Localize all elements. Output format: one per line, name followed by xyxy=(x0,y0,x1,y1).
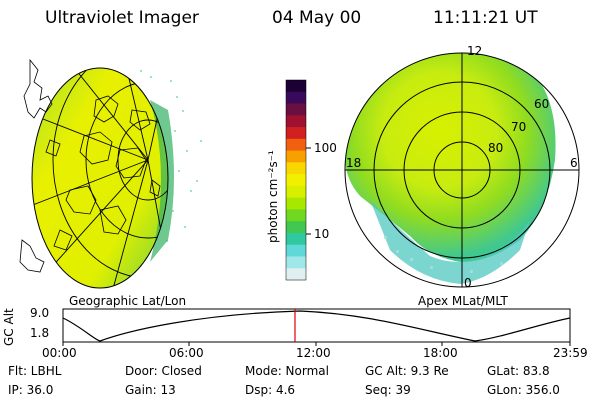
colorbar xyxy=(285,79,311,281)
geographic-map xyxy=(19,58,202,289)
mlt-label-6: 6 xyxy=(570,156,578,170)
info-flt: Flt: LBHL xyxy=(8,364,62,378)
colorbar-cell xyxy=(286,127,306,140)
altitude-xtick-2359: 23:59 xyxy=(553,346,588,360)
altitude-plot xyxy=(62,308,571,346)
colorbar-cell xyxy=(286,162,306,175)
coastlines xyxy=(19,58,161,273)
colorbar-cell xyxy=(286,115,306,128)
colorbar-cell xyxy=(286,268,306,281)
colorbar-cell xyxy=(286,209,306,222)
mlt-label-0: 0 xyxy=(464,276,472,290)
colorbar-cell xyxy=(286,244,306,257)
info-ip: IP: 36.0 xyxy=(8,383,54,397)
mlt-label-18: 18 xyxy=(346,156,362,170)
mlat-label-80: 80 xyxy=(488,141,504,155)
altitude-xtick-0600: 06:00 xyxy=(169,346,204,360)
colorbar-unit-label: photon cm⁻²s⁻¹ xyxy=(266,150,280,243)
colorbar-cell xyxy=(286,185,306,199)
altitude-curve xyxy=(62,310,571,342)
colorbar-cell xyxy=(286,221,306,234)
auroral-emission-left xyxy=(32,68,168,288)
instrument-title: Ultraviolet Imager xyxy=(45,8,199,28)
colorbar-cell xyxy=(286,103,306,116)
left-panel-caption: Geographic Lat/Lon xyxy=(69,294,187,308)
info-seq: Seq: 39 xyxy=(365,383,411,397)
polar-map xyxy=(344,52,580,288)
colorbar-cells xyxy=(286,80,306,281)
mlat-label-70: 70 xyxy=(511,120,527,134)
colorbar-cell xyxy=(286,197,306,210)
altitude-ylabel: GC Alt xyxy=(2,308,16,346)
colorbar-cell xyxy=(286,80,306,93)
colorbar-cell xyxy=(286,91,306,105)
info-dsp: Dsp: 4.6 xyxy=(245,383,296,397)
altitude-ytick-9: 9.0 xyxy=(30,306,50,320)
info-door: Door: Closed xyxy=(125,364,202,378)
colorbar-tick-100: 100 xyxy=(314,141,337,155)
colorbar-cell xyxy=(286,174,306,187)
colorbar-cell xyxy=(286,150,306,163)
right-panel-caption: Apex MLat/MLT xyxy=(418,294,508,308)
mlat-label-60: 60 xyxy=(534,97,550,111)
altitude-xtick-1800: 18:00 xyxy=(423,346,458,360)
mlt-label-12: 12 xyxy=(467,44,483,58)
colorbar-tick-10: 10 xyxy=(314,227,330,241)
date-label: 04 May 00 xyxy=(272,8,362,28)
info-mode: Mode: Normal xyxy=(245,364,329,378)
info-gain: Gain: 13 xyxy=(125,383,176,397)
colorbar-cell xyxy=(286,138,306,152)
info-glat: GLat: 83.8 xyxy=(487,364,550,378)
altitude-ytick-1-8: 1.8 xyxy=(30,326,50,340)
info-gc-alt: GC Alt: 9.3 Re xyxy=(365,364,449,378)
auroral-emission-right xyxy=(345,53,556,262)
colorbar-cell xyxy=(286,256,306,269)
time-label: 11:11:21 UT xyxy=(433,8,538,28)
altitude-xtick-1200: 12:00 xyxy=(296,346,331,360)
altitude-xtick-0000: 00:00 xyxy=(42,346,77,360)
colorbar-cell xyxy=(286,232,306,246)
info-glon: GLon: 356.0 xyxy=(487,383,560,397)
